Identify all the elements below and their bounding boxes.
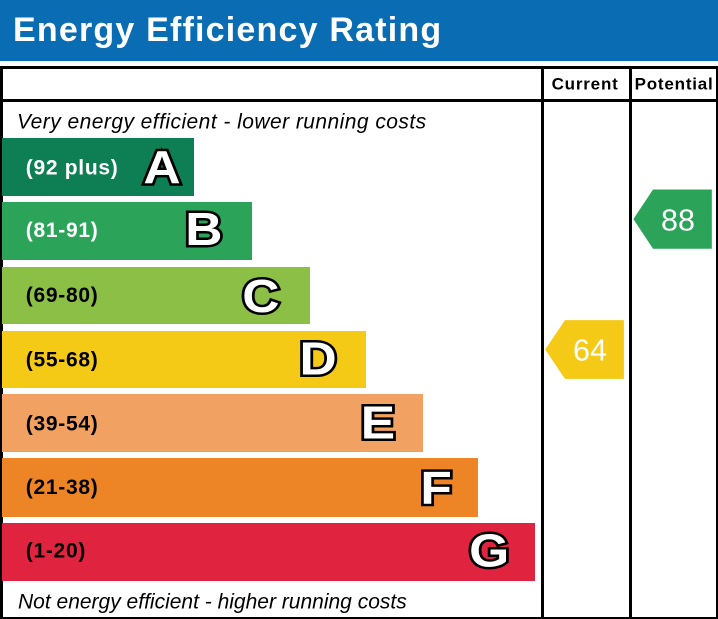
svg-text:Current: Current xyxy=(552,75,619,94)
svg-text:E: E xyxy=(361,398,395,449)
svg-text:(55-68): (55-68) xyxy=(26,349,99,372)
svg-text:(81-91): (81-91) xyxy=(26,219,99,242)
svg-text:(21-38): (21-38) xyxy=(26,476,99,499)
svg-text:D: D xyxy=(299,334,336,385)
svg-text:(92 plus): (92 plus) xyxy=(26,156,119,179)
svg-text:G: G xyxy=(469,526,509,577)
svg-text:88: 88 xyxy=(661,203,695,237)
svg-text:(39-54): (39-54) xyxy=(26,412,99,435)
svg-text:Energy Efficiency Rating: Energy Efficiency Rating xyxy=(13,11,442,49)
svg-text:(1-20): (1-20) xyxy=(26,540,86,563)
svg-text:Not energy efficient - higher: Not energy efficient - higher running co… xyxy=(18,590,407,613)
svg-text:C: C xyxy=(242,271,279,322)
svg-text:A: A xyxy=(143,143,180,194)
svg-text:(69-80): (69-80) xyxy=(26,284,99,307)
svg-text:Very energy efficient - lower: Very energy efficient - lower running co… xyxy=(17,110,427,133)
svg-text:F: F xyxy=(420,463,451,514)
svg-text:64: 64 xyxy=(573,333,607,367)
svg-text:Potential: Potential xyxy=(635,75,714,94)
svg-text:B: B xyxy=(185,204,222,255)
